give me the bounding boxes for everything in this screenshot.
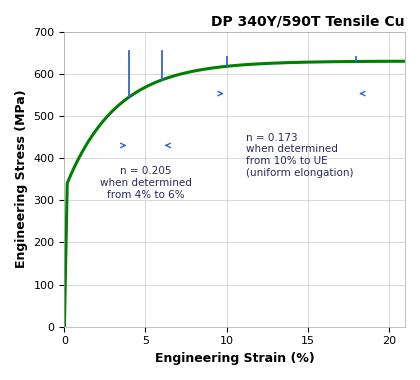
Y-axis label: Engineering Stress (MPa): Engineering Stress (MPa) (15, 90, 28, 268)
Text: n = 0.173
when determined
from 10% to UE
(uniform elongation): n = 0.173 when determined from 10% to UE… (246, 133, 354, 177)
Text: DP 340Y/590T Tensile Cu: DP 340Y/590T Tensile Cu (212, 15, 405, 29)
X-axis label: Engineering Strain (%): Engineering Strain (%) (155, 352, 315, 365)
Text: n = 0.205
when determined
from 4% to 6%: n = 0.205 when determined from 4% to 6% (100, 166, 192, 200)
